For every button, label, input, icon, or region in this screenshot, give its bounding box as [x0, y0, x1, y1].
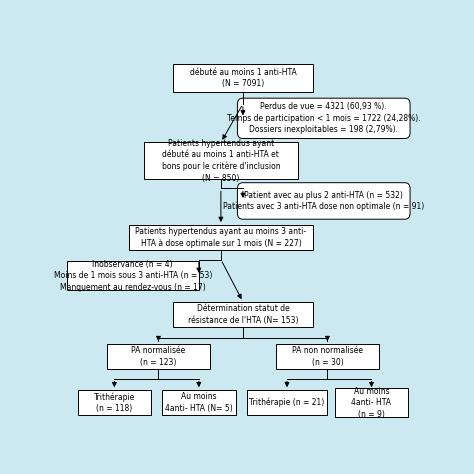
FancyBboxPatch shape: [66, 262, 199, 290]
FancyBboxPatch shape: [237, 182, 410, 219]
Text: débuté au moins 1 anti-HTA
(N = 7091): débuté au moins 1 anti-HTA (N = 7091): [190, 68, 296, 88]
Text: Patients hypertendus ayant
débuté au moins 1 anti-HTA et
bons pour le critère d': Patients hypertendus ayant débuté au moi…: [162, 138, 280, 182]
FancyBboxPatch shape: [78, 390, 151, 415]
FancyBboxPatch shape: [335, 388, 408, 417]
Text: Patients hypertendus ayant au moins 3 anti-
HTA à dose optimale sur 1 mois (N = : Patients hypertendus ayant au moins 3 an…: [135, 227, 307, 248]
Text: PA non normalisée
(n = 30): PA non normalisée (n = 30): [292, 346, 363, 367]
Text: Au moins
4anti- HTA (N= 5): Au moins 4anti- HTA (N= 5): [165, 392, 233, 413]
Text: Au moins
4anti- HTA
(n = 9): Au moins 4anti- HTA (n = 9): [352, 387, 392, 419]
FancyBboxPatch shape: [276, 344, 379, 369]
FancyBboxPatch shape: [173, 64, 313, 92]
Text: PA normalisée
(n = 123): PA normalisée (n = 123): [131, 346, 185, 367]
Text: Inobservance (n = 4)
Moins de 1 mois sous 3 anti-HTA (n = 53)
Manquement au rend: Inobservance (n = 4) Moins de 1 mois sou…: [54, 260, 212, 292]
Text: Trithérapie
(n = 118): Trithérapie (n = 118): [94, 392, 135, 413]
FancyBboxPatch shape: [246, 390, 328, 415]
Text: Patient avec au plus 2 anti-HTA (n = 532)
Patients avec 3 anti-HTA dose non opti: Patient avec au plus 2 anti-HTA (n = 532…: [223, 191, 424, 211]
Text: Trithérapie (n = 21): Trithérapie (n = 21): [249, 398, 325, 407]
FancyBboxPatch shape: [237, 98, 410, 138]
FancyBboxPatch shape: [129, 225, 313, 250]
FancyBboxPatch shape: [144, 142, 298, 179]
Text: Perdus de vue = 4321 (60,93 %).
Temps de participation < 1 mois = 1722 (24,28%).: Perdus de vue = 4321 (60,93 %). Temps de…: [227, 102, 420, 134]
FancyBboxPatch shape: [107, 344, 210, 369]
FancyBboxPatch shape: [162, 390, 236, 415]
FancyBboxPatch shape: [173, 302, 313, 327]
Text: Détermination statut de
résistance de l'HTA (N= 153): Détermination statut de résistance de l'…: [188, 304, 298, 325]
